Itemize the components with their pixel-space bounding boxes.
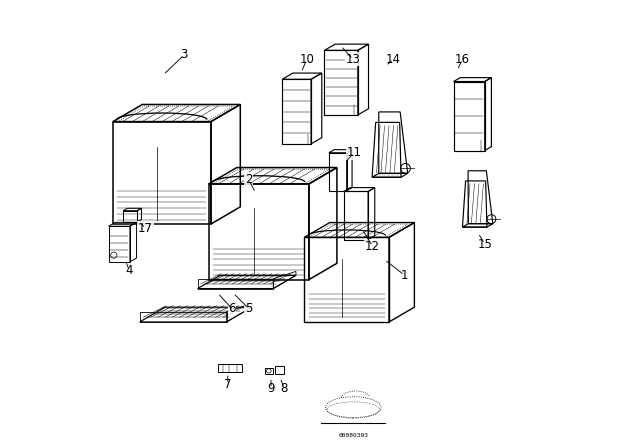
Text: 8: 8 <box>281 382 288 395</box>
Text: 11: 11 <box>346 146 362 159</box>
Text: 7: 7 <box>224 378 232 391</box>
Text: 14: 14 <box>386 53 401 66</box>
Text: 15: 15 <box>477 237 492 250</box>
Text: 4: 4 <box>125 264 133 277</box>
Text: 2: 2 <box>245 173 253 186</box>
Text: 13: 13 <box>346 53 360 66</box>
Text: 9: 9 <box>268 382 275 395</box>
Text: 3: 3 <box>180 48 188 61</box>
Text: 5: 5 <box>245 302 252 315</box>
Text: 17: 17 <box>138 222 153 235</box>
Text: 00080393: 00080393 <box>339 433 369 438</box>
Text: 1: 1 <box>401 269 408 282</box>
Text: 6: 6 <box>228 302 236 315</box>
Text: 10: 10 <box>300 53 314 66</box>
Text: 16: 16 <box>455 53 470 66</box>
Text: 12: 12 <box>365 240 380 253</box>
